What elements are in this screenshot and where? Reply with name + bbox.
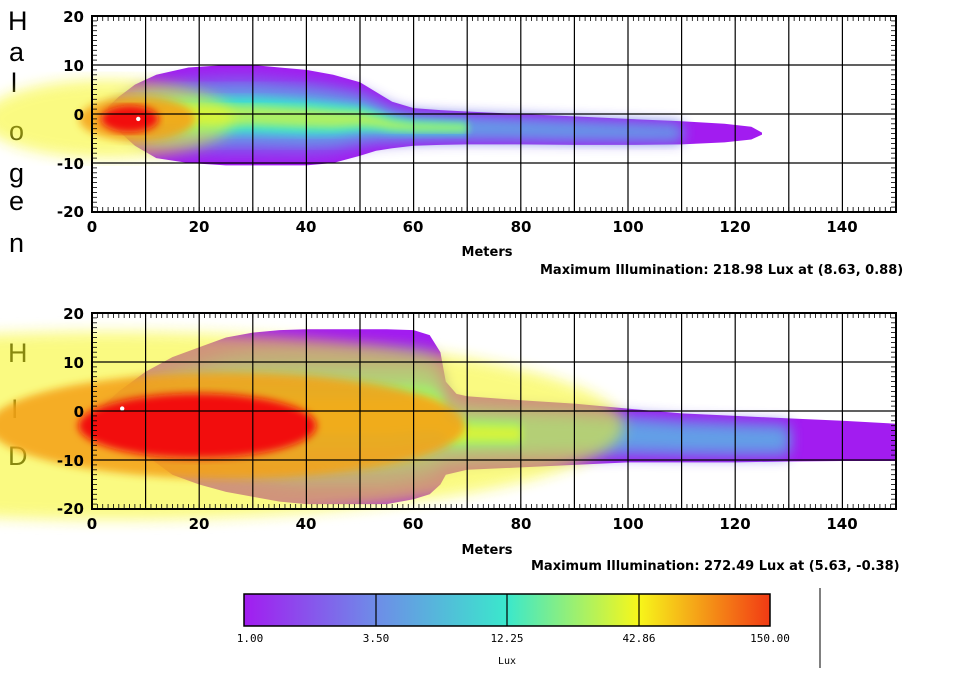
- x-axis-label: Meters: [462, 245, 513, 260]
- vertical-label-letter: l: [11, 68, 17, 98]
- max-point-marker: [119, 406, 125, 411]
- x-tick-label: 100: [612, 218, 643, 236]
- y-tick-label: 20: [63, 8, 84, 26]
- y-tick-label: 0: [74, 106, 84, 124]
- x-tick-label: 20: [189, 515, 210, 533]
- colorbar-tick-label: 3.50: [363, 632, 390, 645]
- x-ticks: 0 20 40 60 80 100 120 140: [87, 515, 858, 533]
- x-tick-label: 60: [403, 218, 424, 236]
- colorbar-tick-label: 12.25: [490, 632, 523, 645]
- colorbar-tick-label: 150.00: [750, 632, 790, 645]
- x-tick-label: 100: [612, 515, 643, 533]
- plot-frame: [91, 312, 897, 510]
- y-tick-label: -10: [57, 452, 84, 470]
- vertical-label-letter: H: [8, 6, 28, 36]
- grid: [91, 312, 897, 510]
- vertical-label-letter: n: [9, 228, 24, 258]
- colorbar-tick-label: 1.00: [237, 632, 264, 645]
- x-axis-label: Meters: [462, 543, 513, 558]
- max-illumination-text: Maximum Illumination: 218.98 Lux at (8.6…: [540, 263, 903, 278]
- max-point-marker: [136, 116, 141, 122]
- y-tick-label: 20: [63, 305, 84, 323]
- x-tick-label: 60: [403, 515, 424, 533]
- heatmap-panel-hid: 20 10 0 -10 -20 0 20 40 60 80 100 120 14…: [0, 305, 900, 574]
- x-tick-label: 0: [87, 515, 97, 533]
- x-tick-label: 80: [511, 515, 532, 533]
- vertical-label-letter: g: [9, 158, 24, 188]
- x-tick-label: 80: [511, 218, 532, 236]
- x-tick-label: 0: [87, 218, 97, 236]
- heatmap-panel-halogen: 20 10 0 -10 -20 0 20 40 60 80 100 120 14…: [0, 8, 903, 278]
- vertical-label-letter: a: [9, 37, 25, 67]
- max-illumination-text: Maximum Illumination: 272.49 Lux at (5.6…: [531, 559, 900, 574]
- x-tick-label: 20: [189, 218, 210, 236]
- colorbar-unit-label: Lux: [498, 656, 516, 667]
- y-ticks: 20 10 0 -10 -20: [57, 305, 84, 518]
- x-ticks: 0 20 40 60 80 100 120 140: [87, 218, 858, 236]
- y-tick-label: 0: [74, 403, 84, 421]
- beam-pattern: [0, 329, 896, 520]
- x-tick-label: 140: [826, 218, 857, 236]
- y-tick-label: 10: [63, 354, 84, 372]
- x-tick-label: 120: [719, 218, 750, 236]
- beam-core-hot: [100, 105, 159, 133]
- x-tick-label: 40: [296, 515, 317, 533]
- y-tick-label: 10: [63, 57, 84, 75]
- colorbar: 1.00 3.50 12.25 42.86 150.00 Lux: [237, 593, 790, 667]
- vertical-label-letter: e: [9, 186, 24, 216]
- y-ticks: 20 10 0 -10 -20: [57, 8, 84, 221]
- beam-pattern: [0, 65, 763, 166]
- x-tick-label: 140: [826, 515, 857, 533]
- x-tick-label: 40: [296, 218, 317, 236]
- y-tick-label: -10: [57, 155, 84, 173]
- x-tick-label: 120: [719, 515, 750, 533]
- y-tick-label: -20: [57, 203, 84, 221]
- beam-core-hot: [78, 393, 317, 459]
- y-tick-label: -20: [57, 500, 84, 518]
- colorbar-tick-label: 42.86: [622, 632, 655, 645]
- plot-frame: [91, 15, 897, 213]
